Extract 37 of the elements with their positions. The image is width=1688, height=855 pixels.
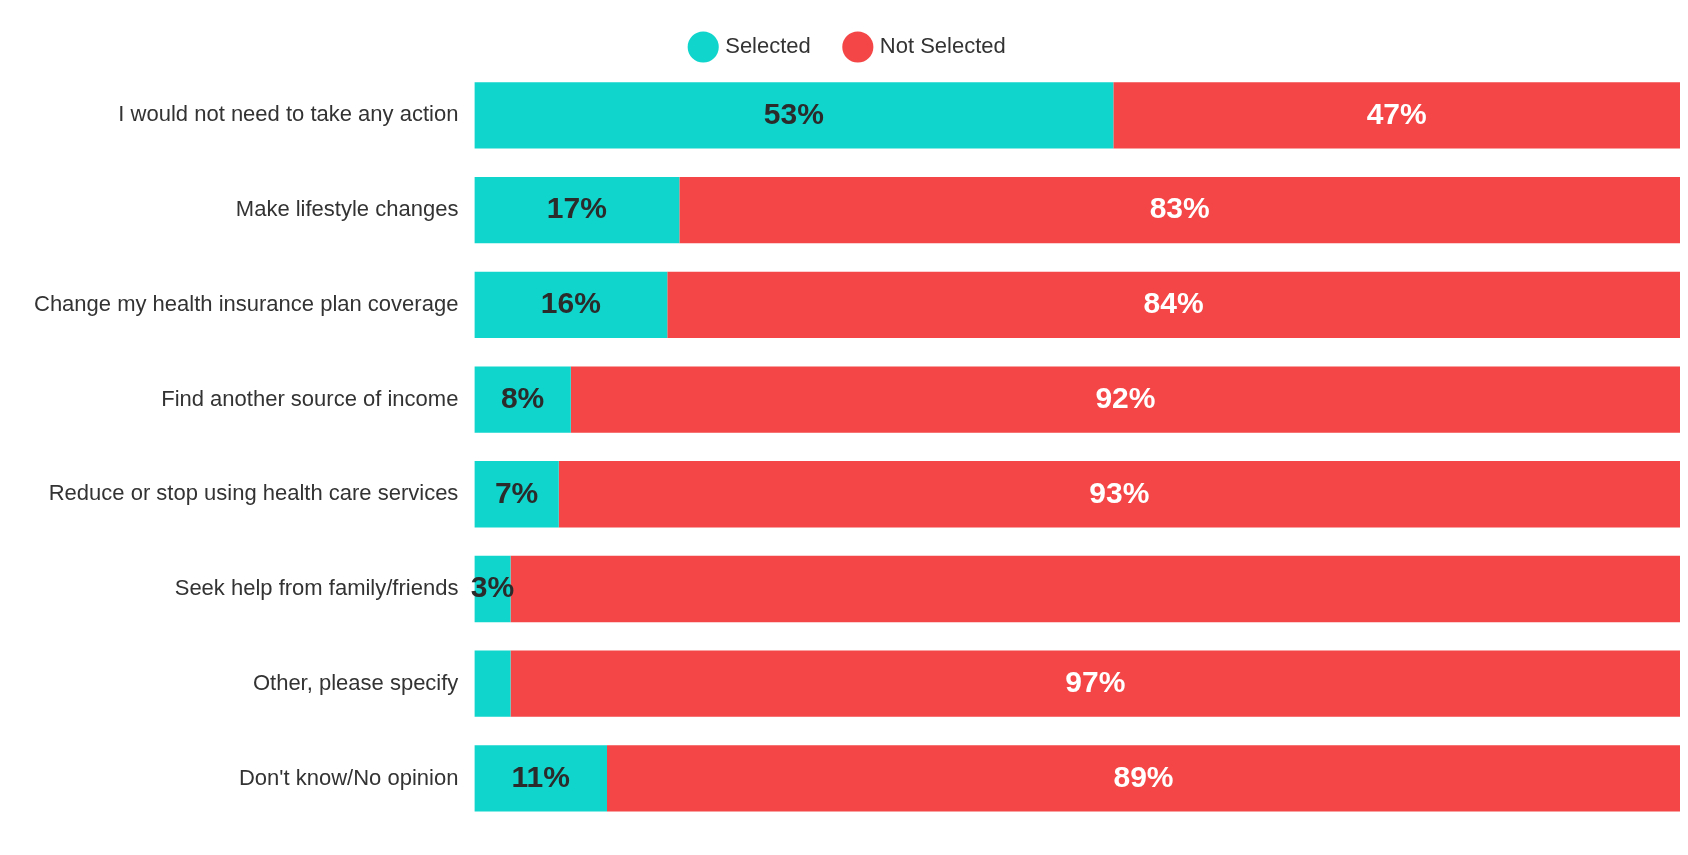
y-tick-label: Other, please specify	[252, 669, 459, 695]
bar	[510, 650, 1680, 717]
y-tick-label: I would not need to take any action	[118, 101, 459, 127]
data-label: 83%	[1149, 191, 1210, 225]
data-label: 53%	[763, 96, 824, 130]
data-label: 92%	[1095, 380, 1156, 414]
legend-label: Selected	[725, 33, 811, 59]
y-tick-label: Find another source of income	[161, 385, 459, 411]
data-label: 8%	[500, 380, 545, 414]
bar	[558, 461, 1680, 528]
y-tick-label: Make lifestyle changes	[235, 196, 459, 222]
data-label: 89%	[1113, 759, 1174, 793]
bar	[474, 271, 668, 338]
legend-label: Not Selected	[879, 33, 1006, 59]
data-label: 93%	[1089, 475, 1150, 509]
y-tick-label: Reduce or stop using health care services	[48, 480, 459, 506]
bar	[474, 82, 1114, 149]
y-tick-label: Change my health insurance plan coverage	[33, 290, 459, 316]
bar	[474, 650, 511, 717]
y-tick-label: Don't know/No opinion	[238, 764, 459, 790]
bar	[474, 366, 571, 433]
data-label: 7%	[494, 475, 539, 509]
bar	[474, 461, 559, 528]
bar	[679, 176, 1680, 244]
bar	[474, 176, 680, 244]
bar	[474, 745, 607, 812]
bar	[667, 271, 1680, 338]
data-label: 17%	[546, 191, 607, 225]
bar	[1113, 82, 1680, 149]
data-label: 16%	[540, 286, 601, 320]
data-label: 47%	[1366, 96, 1427, 130]
data-label: 11%	[511, 759, 570, 793]
data-label: 84%	[1143, 286, 1204, 320]
bar	[570, 366, 1680, 433]
bar	[607, 745, 1680, 812]
y-tick-label: Seek help from family/friends	[174, 575, 459, 601]
data-label: 97%	[1065, 664, 1126, 698]
